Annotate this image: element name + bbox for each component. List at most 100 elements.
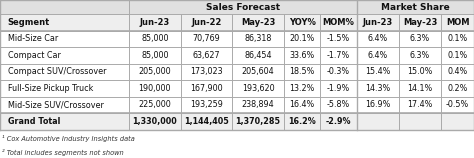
Bar	[232, 97, 284, 113]
Text: ¹ Cox Automotive Industry Insights data: ¹ Cox Automotive Industry Insights data	[2, 135, 135, 142]
Text: 1,330,000: 1,330,000	[133, 117, 177, 126]
Text: 13.2%: 13.2%	[290, 84, 315, 93]
Text: 33.6%: 33.6%	[290, 51, 315, 60]
Text: -1.9%: -1.9%	[327, 84, 350, 93]
Text: Compact Car: Compact Car	[8, 51, 61, 60]
Text: 1,370,285: 1,370,285	[236, 117, 281, 126]
Bar	[441, 113, 474, 130]
Bar	[0, 0, 129, 14]
Bar	[0, 14, 129, 30]
Bar	[356, 30, 399, 47]
Text: 6.4%: 6.4%	[368, 51, 388, 60]
Text: 190,000: 190,000	[138, 84, 171, 93]
Bar	[232, 14, 284, 30]
Bar	[356, 113, 399, 130]
Text: 85,000: 85,000	[141, 51, 169, 60]
Text: 16.4%: 16.4%	[290, 100, 315, 109]
Bar	[232, 30, 284, 47]
Text: May-23: May-23	[241, 18, 275, 27]
Bar	[441, 80, 474, 97]
Text: 14.1%: 14.1%	[408, 84, 433, 93]
Text: Sales Forecast: Sales Forecast	[206, 3, 280, 12]
Text: 14.3%: 14.3%	[365, 84, 391, 93]
Bar	[181, 47, 232, 64]
Text: MOM%: MOM%	[322, 18, 355, 27]
Bar	[232, 47, 284, 64]
Bar	[129, 14, 181, 30]
Text: 18.5%: 18.5%	[290, 67, 315, 76]
Text: 1,144,405: 1,144,405	[184, 117, 229, 126]
Bar	[356, 64, 399, 80]
Text: 193,259: 193,259	[190, 100, 223, 109]
Text: 63,627: 63,627	[193, 51, 220, 60]
Bar	[441, 47, 474, 64]
Bar	[284, 14, 320, 30]
Text: 6.3%: 6.3%	[410, 34, 430, 43]
Bar	[356, 80, 399, 97]
Bar	[129, 80, 181, 97]
Bar	[441, 30, 474, 47]
Text: 173,023: 173,023	[190, 67, 223, 76]
Bar	[356, 14, 399, 30]
Bar	[0, 113, 129, 130]
Text: 86,318: 86,318	[245, 34, 272, 43]
Text: 0.4%: 0.4%	[447, 67, 468, 76]
Bar	[232, 64, 284, 80]
Bar	[399, 80, 441, 97]
Bar	[181, 97, 232, 113]
Text: ² Total includes segments not shown: ² Total includes segments not shown	[2, 149, 124, 156]
Text: -1.5%: -1.5%	[327, 34, 350, 43]
Text: YOY%: YOY%	[289, 18, 316, 27]
Text: Jun-23: Jun-23	[140, 18, 170, 27]
Text: 167,900: 167,900	[190, 84, 223, 93]
Text: -0.3%: -0.3%	[327, 67, 350, 76]
Text: 15.0%: 15.0%	[407, 67, 433, 76]
Text: 0.1%: 0.1%	[447, 34, 468, 43]
Bar	[0, 47, 129, 64]
Bar	[441, 14, 474, 30]
Bar	[399, 97, 441, 113]
Bar	[320, 113, 356, 130]
Bar	[129, 0, 356, 14]
Bar	[284, 30, 320, 47]
Bar	[0, 64, 129, 80]
Bar	[129, 113, 181, 130]
Text: 193,620: 193,620	[242, 84, 274, 93]
Bar	[181, 80, 232, 97]
Bar	[399, 14, 441, 30]
Bar	[0, 97, 129, 113]
Text: May-23: May-23	[403, 18, 437, 27]
Bar	[129, 30, 181, 47]
Text: Full-Size Pickup Truck: Full-Size Pickup Truck	[8, 84, 93, 93]
Text: 238,894: 238,894	[242, 100, 274, 109]
Bar	[232, 113, 284, 130]
Bar	[356, 0, 474, 14]
Text: 85,000: 85,000	[141, 34, 169, 43]
Text: -1.7%: -1.7%	[327, 51, 350, 60]
Text: 86,454: 86,454	[245, 51, 272, 60]
Text: Compact SUV/Crossover: Compact SUV/Crossover	[8, 67, 106, 76]
Bar	[232, 80, 284, 97]
Text: Mid-Size SUV/Crossover: Mid-Size SUV/Crossover	[8, 100, 104, 109]
Bar	[129, 97, 181, 113]
Text: 225,000: 225,000	[138, 100, 171, 109]
Bar	[399, 30, 441, 47]
Text: 6.3%: 6.3%	[410, 51, 430, 60]
Bar	[181, 113, 232, 130]
Bar	[441, 97, 474, 113]
Bar	[284, 97, 320, 113]
Text: Jun-22: Jun-22	[191, 18, 222, 27]
Bar	[399, 47, 441, 64]
Bar	[356, 47, 399, 64]
Bar	[320, 30, 356, 47]
Text: 205,604: 205,604	[242, 67, 274, 76]
Text: -5.8%: -5.8%	[327, 100, 350, 109]
Bar	[320, 80, 356, 97]
Bar	[284, 113, 320, 130]
Bar	[0, 30, 129, 47]
Bar	[181, 14, 232, 30]
Bar	[320, 64, 356, 80]
Text: 17.4%: 17.4%	[407, 100, 433, 109]
Text: Segment: Segment	[8, 18, 50, 27]
Bar	[320, 47, 356, 64]
